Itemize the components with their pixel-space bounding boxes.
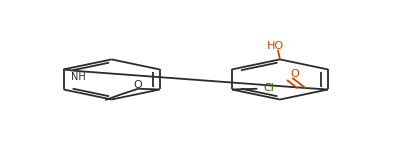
Text: HO: HO: [267, 41, 284, 51]
Text: NH: NH: [70, 72, 85, 82]
Text: Cl: Cl: [263, 83, 274, 93]
Text: O: O: [133, 80, 142, 90]
Text: O: O: [290, 69, 299, 79]
